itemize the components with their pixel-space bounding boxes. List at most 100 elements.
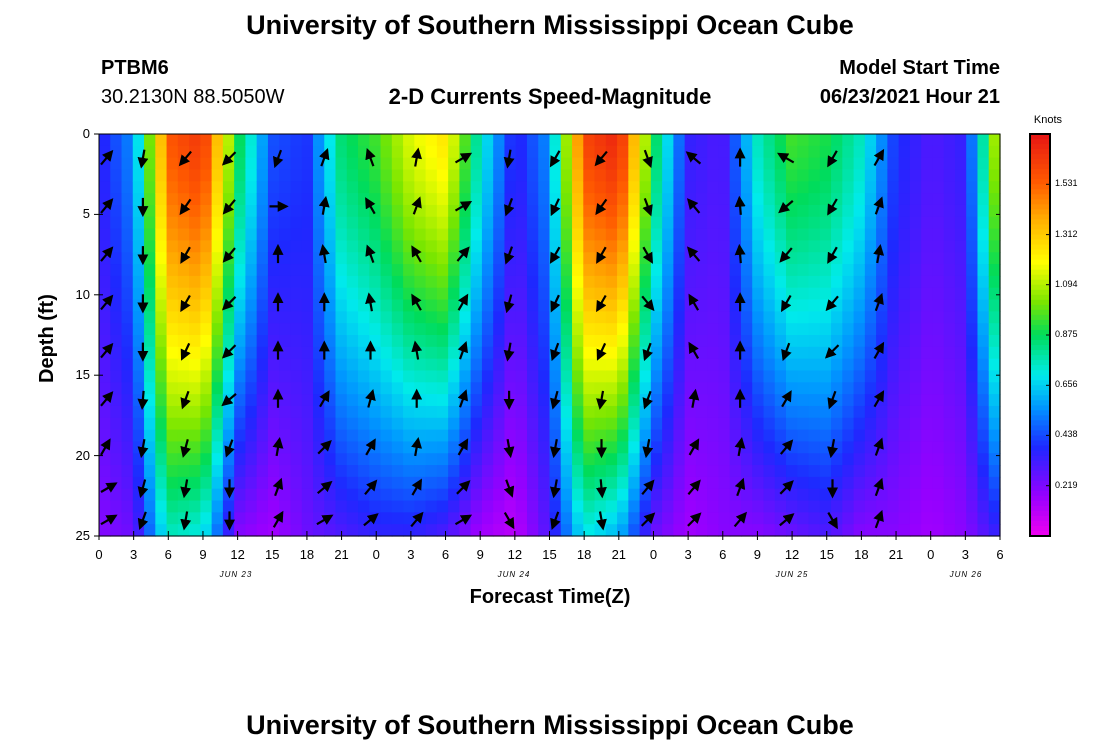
heatmap-cell	[425, 145, 438, 159]
heatmap-cell	[662, 264, 674, 277]
heatmap-cell	[245, 335, 258, 348]
heatmap-cell	[144, 335, 156, 348]
heatmap-cell	[774, 417, 787, 431]
heatmap-cell	[887, 299, 900, 312]
heatmap-cell	[324, 228, 337, 242]
heatmap-cell	[560, 465, 573, 478]
heatmap-cell	[695, 157, 708, 171]
heatmap-cell	[605, 453, 618, 466]
heatmap-cell	[538, 394, 551, 407]
heatmap-cell	[650, 405, 663, 419]
heatmap-cell	[526, 323, 539, 336]
current-arrow	[180, 342, 191, 361]
current-arrow	[272, 477, 284, 497]
heatmap-cell	[932, 358, 945, 372]
heatmap-cell	[909, 252, 922, 265]
heatmap-cell	[740, 488, 753, 502]
heatmap-cell	[988, 299, 1001, 312]
heatmap-cell	[718, 488, 731, 502]
heatmap-cell	[898, 453, 911, 466]
heatmap-cell	[673, 311, 686, 324]
heatmap-cell	[549, 216, 562, 230]
heatmap-cell	[560, 405, 573, 419]
current-arrow	[642, 439, 654, 459]
heatmap-cell	[335, 299, 348, 312]
heatmap-cell	[301, 240, 314, 253]
colorbar-segment	[1030, 314, 1050, 321]
heatmap-cell	[110, 358, 123, 372]
heatmap-cell	[684, 358, 697, 372]
heatmap-cell	[943, 370, 956, 383]
heatmap-cell	[200, 228, 213, 242]
heatmap-cell	[166, 204, 179, 218]
heatmap-cell	[808, 429, 821, 443]
heatmap-cell	[740, 193, 753, 206]
heatmap-cell	[662, 181, 674, 194]
heatmap-cell	[515, 275, 528, 289]
heatmap-cell	[403, 228, 415, 242]
heatmap-cell	[673, 370, 686, 383]
heatmap-cell	[808, 323, 821, 336]
heatmap-cell	[763, 311, 776, 324]
heatmap-cell	[448, 453, 460, 466]
heatmap-cell	[898, 358, 911, 372]
heatmap-cell	[346, 193, 359, 206]
heatmap-cell	[369, 216, 382, 230]
heatmap-cell	[459, 323, 472, 336]
heatmap-cell	[346, 524, 359, 537]
heatmap-cell	[380, 417, 393, 431]
heatmap-cell	[819, 193, 832, 206]
heatmap-cell	[279, 287, 292, 301]
heatmap-cell	[301, 169, 314, 182]
heatmap-cell	[617, 275, 629, 289]
heatmap-cell	[493, 465, 506, 478]
y-tick-label: 0	[82, 126, 90, 141]
heatmap-cell	[605, 394, 618, 407]
heatmap-cell	[189, 287, 201, 301]
heatmap-cell	[617, 323, 629, 336]
heatmap-cell	[414, 157, 427, 171]
heatmap-cell	[650, 216, 663, 230]
heatmap-cell	[515, 405, 528, 419]
heatmap-cell	[628, 228, 641, 242]
heatmap-cell	[526, 453, 539, 466]
heatmap-cell	[358, 204, 370, 218]
heatmap-cell	[695, 240, 708, 253]
heatmap-cell	[256, 417, 269, 431]
heatmap-cell	[267, 252, 280, 265]
heatmap-cell	[121, 465, 134, 478]
heatmap-cell	[617, 358, 629, 372]
heatmap-cell	[774, 500, 787, 513]
heatmap-cell	[887, 157, 900, 171]
heatmap-cell	[786, 145, 798, 159]
heatmap-cell	[335, 323, 348, 336]
heatmap-cell	[538, 311, 551, 324]
heatmap-cell	[200, 441, 213, 454]
heatmap-cell	[391, 500, 404, 513]
heatmap-cell	[909, 405, 922, 419]
heatmap-cell	[932, 216, 945, 230]
heatmap-cell	[245, 145, 258, 159]
heatmap-cell	[110, 382, 123, 395]
heatmap-cell	[279, 299, 292, 312]
heatmap-cell	[572, 476, 584, 490]
heatmap-cell	[436, 429, 449, 443]
colorbar-segment	[1030, 485, 1050, 492]
heatmap-cell	[256, 476, 269, 490]
current-arrow	[180, 246, 191, 264]
heatmap-cell	[504, 181, 517, 194]
heatmap-cell	[144, 240, 156, 253]
heatmap-cell	[988, 228, 1001, 242]
heatmap-cell	[312, 181, 325, 194]
heatmap-cell	[943, 311, 956, 324]
heatmap-cell	[301, 157, 314, 171]
heatmap-cell	[763, 287, 776, 301]
heatmap-cell	[436, 240, 449, 253]
heatmap-cell	[335, 228, 348, 242]
heatmap-cell	[538, 181, 551, 194]
heatmap-cell	[526, 264, 539, 277]
heatmap-cell	[470, 181, 483, 194]
heatmap-cell	[752, 169, 765, 182]
heatmap-cell	[526, 394, 539, 407]
heatmap-cell	[831, 275, 843, 289]
